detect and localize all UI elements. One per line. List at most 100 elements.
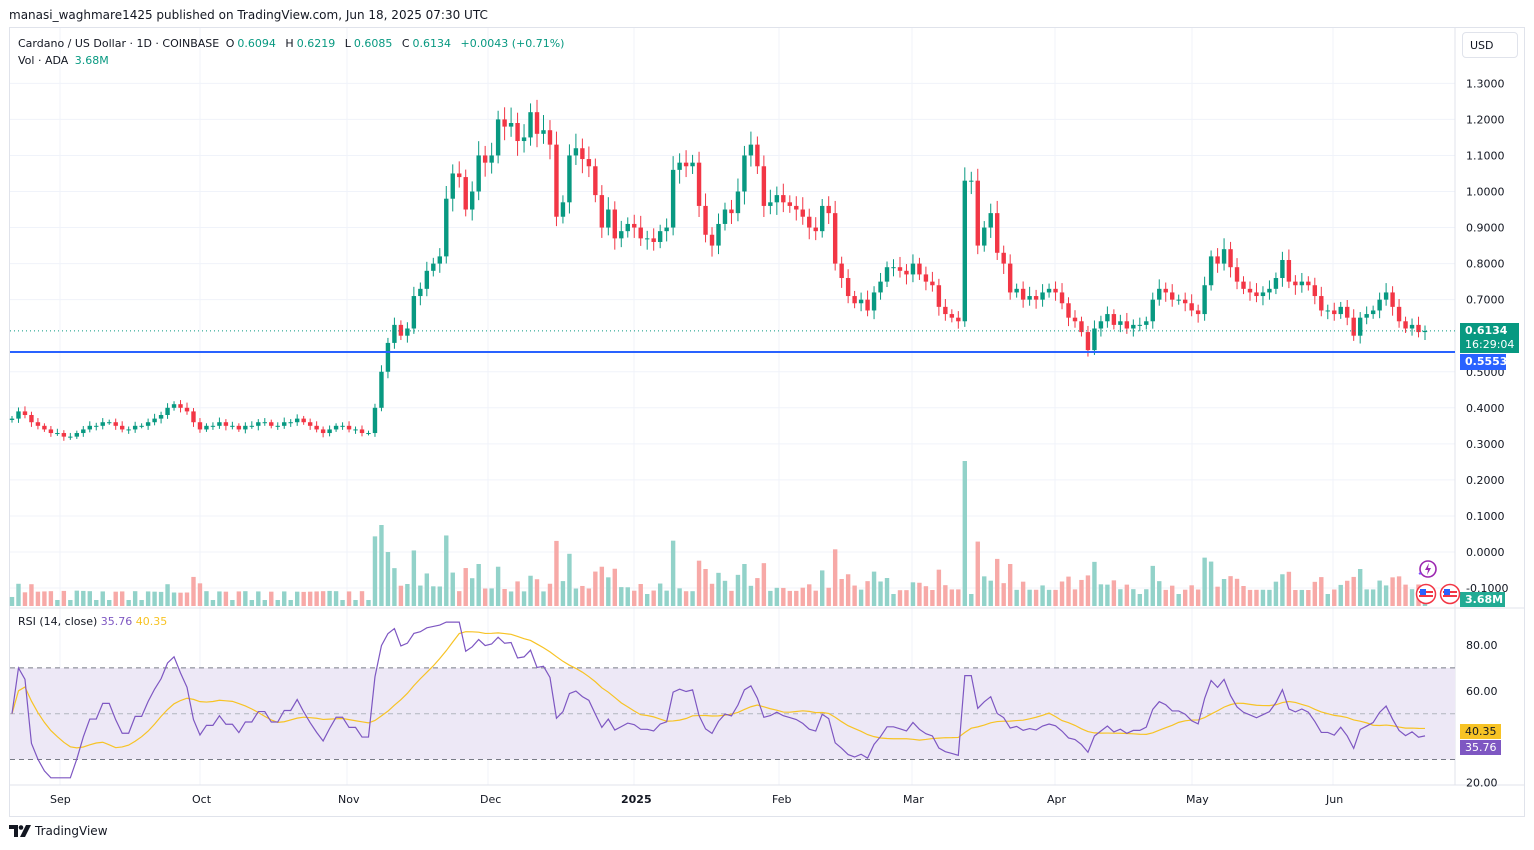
candle	[385, 342, 391, 372]
candle	[703, 205, 708, 235]
volume-bar	[923, 586, 929, 606]
svg-text:1.3000: 1.3000	[1466, 77, 1505, 90]
svg-text:1.2000: 1.2000	[1466, 113, 1505, 126]
candle	[243, 425, 248, 430]
candle	[1351, 317, 1356, 336]
volume-bar	[716, 572, 721, 606]
volume-bar	[314, 591, 319, 606]
candle	[119, 425, 125, 430]
candle	[1338, 306, 1343, 315]
candle	[1325, 310, 1330, 312]
candle	[735, 191, 741, 214]
alert-icon[interactable]	[1416, 559, 1437, 579]
candle	[865, 299, 870, 311]
candle	[1020, 288, 1026, 300]
svg-text:0.4000: 0.4000	[1466, 402, 1505, 415]
us-economic-event-icon[interactable]	[1439, 583, 1461, 609]
volume-bar	[256, 591, 261, 606]
volume-bar	[1118, 589, 1123, 606]
time-axis-label: Nov	[338, 793, 360, 806]
currency-button[interactable]: USD	[1462, 32, 1518, 58]
svg-text:80.00: 80.00	[1466, 639, 1498, 652]
candle	[100, 422, 105, 426]
symbol-title[interactable]: Cardano / US Dollar · 1D · COINBASE	[18, 37, 220, 50]
volume-bar	[100, 591, 105, 606]
candle	[1027, 296, 1032, 300]
svg-text:0.2000: 0.2000	[1466, 474, 1505, 487]
volume-bar	[606, 577, 611, 606]
candle	[1118, 321, 1123, 325]
candle	[820, 205, 825, 232]
candle	[398, 324, 404, 336]
candle	[1105, 314, 1110, 322]
svg-text:20.00: 20.00	[1466, 776, 1498, 789]
volume-bar	[1241, 586, 1246, 606]
volume-bar	[392, 568, 397, 606]
volume-bar	[29, 584, 34, 606]
candle	[1396, 306, 1402, 322]
tradingview-logo[interactable]: TradingView	[9, 824, 108, 838]
volume-bar	[1131, 589, 1136, 606]
svg-text:0.3000: 0.3000	[1466, 438, 1505, 451]
candle	[340, 425, 345, 427]
volume-bar	[962, 461, 968, 606]
volume-bar	[1306, 590, 1311, 606]
volume-bar	[820, 570, 825, 606]
candle	[1111, 314, 1117, 325]
candle	[418, 288, 423, 297]
time-axis-label: Apr	[1047, 793, 1067, 806]
candle	[152, 418, 157, 423]
candle	[632, 223, 637, 228]
volume-bar	[1319, 577, 1324, 606]
volume-bar	[1293, 590, 1298, 606]
rsi-value-tag: 35.76	[1460, 740, 1501, 755]
candle	[586, 159, 592, 167]
candle	[560, 202, 566, 217]
candle	[858, 299, 864, 304]
time-axis-label: Dec	[480, 793, 502, 806]
candle	[1273, 278, 1279, 289]
svg-text:1.1000: 1.1000	[1466, 149, 1505, 162]
us-economic-event-icon[interactable]	[1415, 583, 1437, 609]
volume-value: 3.68M	[74, 54, 109, 67]
candle	[1286, 259, 1292, 282]
volume-bar	[1390, 577, 1395, 606]
volume-bar	[826, 587, 831, 606]
candle	[1332, 310, 1337, 315]
volume-bar	[807, 584, 812, 606]
volume-bar	[1299, 589, 1305, 606]
candle	[949, 314, 955, 318]
volume-bar	[379, 525, 384, 606]
candle	[910, 263, 916, 275]
volume-bar	[1020, 581, 1026, 606]
volume-bar	[301, 591, 306, 606]
volume-bar	[385, 552, 391, 606]
volume-bar	[139, 600, 144, 606]
volume-bar	[852, 585, 857, 606]
candle	[61, 433, 67, 437]
volume-bar	[1332, 589, 1337, 606]
candle	[768, 202, 773, 206]
volume-bar	[398, 585, 404, 606]
candle	[16, 411, 21, 419]
volume-bar	[949, 589, 955, 606]
volume-bar	[696, 560, 702, 606]
volume-bar	[55, 600, 60, 606]
candle	[547, 130, 553, 145]
candle	[716, 223, 721, 246]
candle	[262, 422, 267, 424]
volume-bar	[703, 569, 708, 606]
candle	[353, 429, 358, 431]
volume-bar	[580, 585, 585, 606]
volume-bar	[1059, 581, 1065, 606]
volume-bar	[1338, 584, 1343, 606]
volume-bar	[956, 589, 961, 606]
candle	[282, 422, 287, 426]
volume-bar	[1254, 589, 1259, 606]
volume-bar	[463, 568, 468, 606]
candle	[593, 166, 598, 196]
rsi-label[interactable]: RSI (14, close)	[18, 615, 98, 628]
volume-bar	[722, 580, 728, 606]
volume-bar	[119, 591, 125, 606]
